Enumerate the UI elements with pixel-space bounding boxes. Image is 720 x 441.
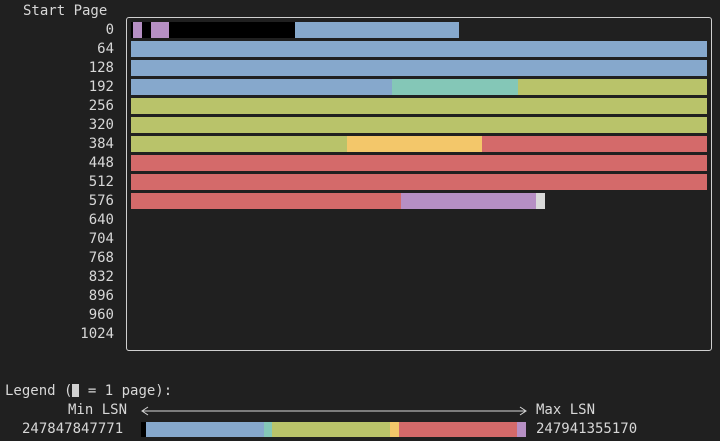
- legend-title: Legend ( = 1 page):: [5, 383, 172, 399]
- page-segment: [131, 117, 707, 133]
- page-segment: [131, 136, 347, 152]
- gradient-segment: [272, 422, 390, 437]
- page-segment: [294, 22, 459, 38]
- page-segment: [131, 98, 707, 114]
- page-segment: [132, 22, 142, 38]
- row-label: 704: [88, 231, 114, 247]
- page-segment: [518, 79, 707, 95]
- page-segment: [141, 22, 151, 38]
- page-segment: [347, 136, 482, 152]
- page-segment: [131, 193, 401, 209]
- page-segment: [131, 174, 707, 190]
- start-page-header: Start Page: [23, 3, 108, 19]
- min-lsn-value: 247847847771: [22, 421, 124, 437]
- row-label: 576: [88, 193, 114, 209]
- gradient-segment: [389, 422, 399, 437]
- page-segment: [168, 22, 295, 38]
- row-label: 768: [88, 250, 114, 266]
- row-label: 192: [88, 79, 114, 95]
- page-segment: [131, 41, 707, 57]
- page-segment: [131, 79, 392, 95]
- row-label: 1024: [80, 326, 114, 342]
- page-segment: [536, 193, 545, 209]
- row-label: 256: [88, 98, 114, 114]
- gradient-segment: [399, 422, 517, 437]
- page-segment: [482, 136, 707, 152]
- legend-prefix: Legend (: [5, 383, 73, 399]
- row-label: 448: [88, 155, 114, 171]
- row-label: 320: [88, 117, 114, 133]
- page-segment: [131, 60, 707, 76]
- page-segment: [392, 79, 518, 95]
- page-segment: [401, 193, 536, 209]
- lsn-range-arrow-icon: [141, 406, 527, 416]
- row-label: 512: [88, 174, 114, 190]
- gradient-segment: [263, 422, 272, 437]
- gradient-segment: [141, 422, 147, 437]
- row-label: 64: [97, 41, 114, 57]
- row-label: 960: [88, 307, 114, 323]
- page-segment: [131, 155, 707, 171]
- row-label: 832: [88, 269, 114, 285]
- row-label: 0: [105, 22, 114, 38]
- gradient-segment: [516, 422, 526, 437]
- row-label: 384: [88, 136, 114, 152]
- legend-swatch-icon: [72, 384, 80, 397]
- gradient-segment: [146, 422, 264, 437]
- page-segment: [150, 22, 169, 38]
- row-label: 640: [88, 212, 114, 228]
- page-map-frame: [126, 17, 712, 351]
- legend-suffix: = 1 page):: [79, 383, 173, 399]
- max-lsn-label: Max LSN: [536, 402, 596, 418]
- page-segment: [131, 22, 133, 38]
- row-label: 896: [88, 288, 114, 304]
- row-label: 128: [88, 60, 114, 76]
- max-lsn-value: 247941355170: [536, 421, 638, 437]
- min-lsn-label: Min LSN: [68, 402, 128, 418]
